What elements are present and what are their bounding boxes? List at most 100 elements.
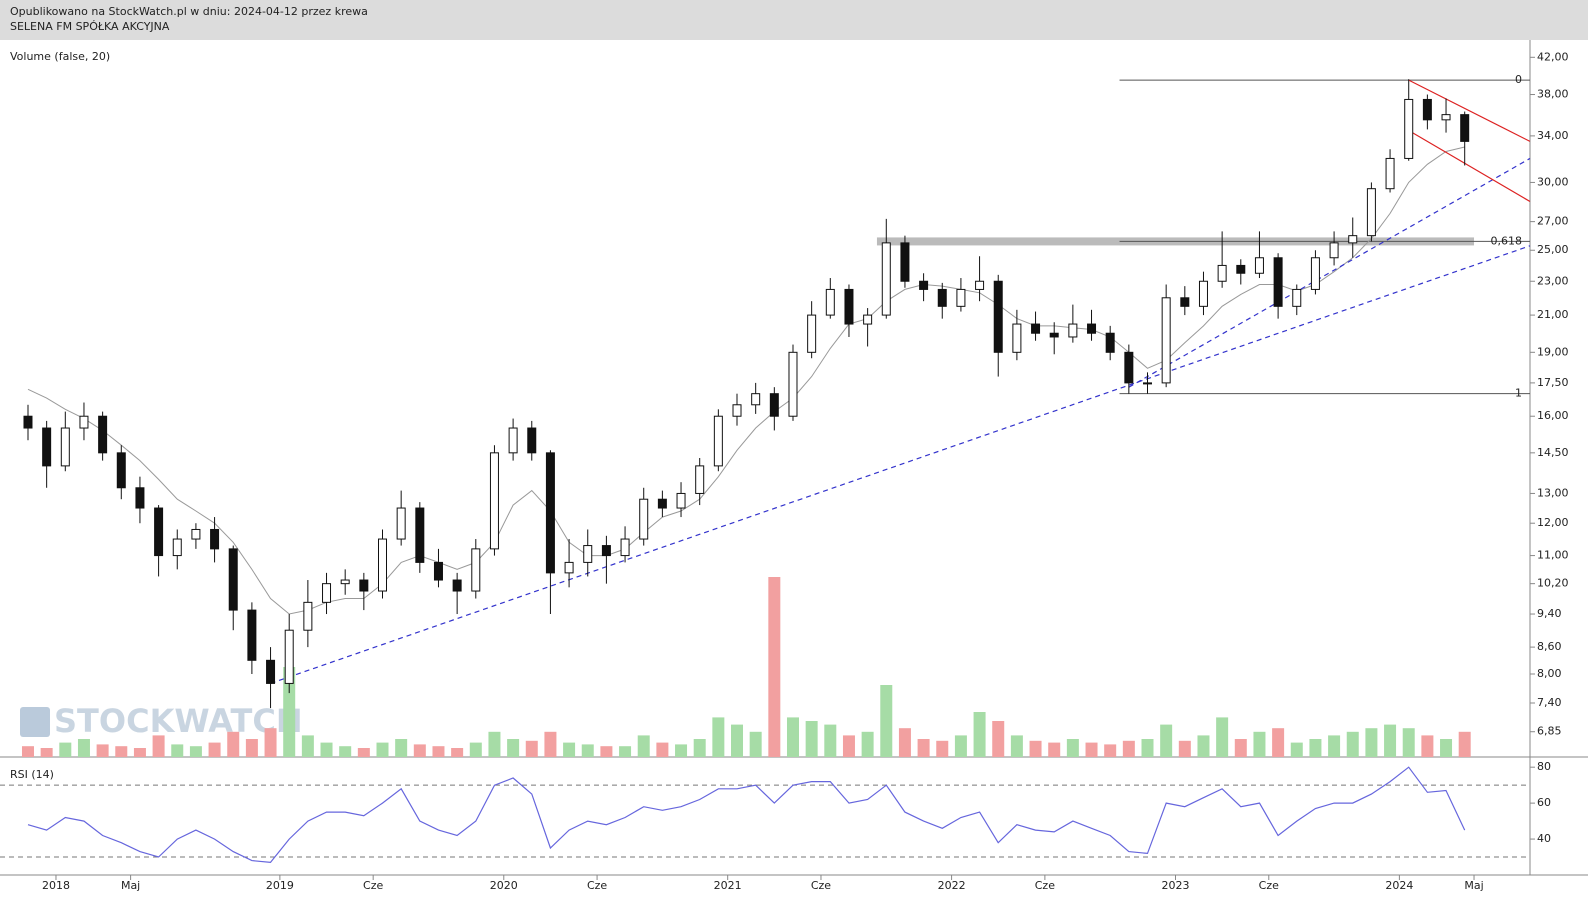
candle-body — [1236, 264, 1246, 274]
y-tick-label: 80 — [1537, 760, 1551, 773]
candle-body — [993, 280, 1003, 353]
volume-bar — [1253, 731, 1266, 757]
candle-body — [1012, 323, 1022, 353]
x-tick-label: Cze — [1035, 879, 1055, 892]
candle-body — [919, 280, 929, 290]
trendline — [1128, 157, 1531, 388]
candle-body — [900, 242, 910, 282]
volume-bar — [1421, 735, 1434, 757]
candle-body — [23, 415, 33, 429]
y-tick-label: 17,50 — [1537, 376, 1569, 389]
volume-bar — [1440, 739, 1453, 757]
volume-bar — [749, 731, 762, 757]
candle-body — [378, 538, 387, 592]
volume-bar — [488, 731, 501, 757]
volume-bar — [1309, 739, 1322, 757]
x-tick-label: 2022 — [938, 879, 966, 892]
volume-bar — [357, 748, 370, 757]
candle-body — [1198, 280, 1208, 307]
candle-body — [79, 415, 89, 429]
candle-body — [695, 465, 705, 494]
x-tick-label: Cze — [1259, 879, 1279, 892]
volume-bar — [880, 685, 893, 757]
volume-bar — [21, 746, 34, 757]
candle-body — [1124, 351, 1134, 384]
volume-bar — [283, 667, 296, 757]
y-tick-label: 25,00 — [1537, 243, 1569, 256]
volume-bar — [1458, 731, 1471, 757]
y-tick-label: 23,00 — [1537, 274, 1569, 287]
candle-body — [807, 314, 817, 353]
header-bar — [0, 0, 1588, 40]
volume-bar — [544, 731, 557, 757]
watermark-icon — [20, 707, 50, 737]
candle-body — [340, 579, 350, 585]
volume-bar — [451, 748, 464, 757]
x-tick-label: Maj — [1464, 879, 1483, 892]
y-tick-label: 6,85 — [1537, 725, 1562, 738]
fib-label: 0 — [1515, 73, 1522, 86]
y-tick-label: 7,40 — [1537, 696, 1562, 709]
candle-body — [284, 629, 294, 684]
volume-bar — [469, 742, 482, 757]
candle-body — [266, 659, 276, 684]
candle-body — [303, 601, 313, 631]
candle-body — [751, 393, 761, 406]
volume-bar — [59, 742, 72, 757]
volume-bar — [525, 740, 538, 757]
volume-bar — [395, 739, 408, 757]
volume-bar — [637, 735, 650, 757]
candle-body — [545, 452, 555, 574]
volume-bar — [1160, 724, 1173, 757]
candle-body — [42, 427, 52, 467]
candle-body — [1217, 264, 1227, 282]
candle-body — [1422, 98, 1432, 121]
candle-body — [154, 507, 164, 557]
candle-body — [769, 393, 779, 417]
candle-body — [489, 452, 499, 550]
volume-bar — [656, 742, 669, 757]
volume-bar — [805, 721, 818, 757]
y-tick-label: 8,60 — [1537, 640, 1562, 653]
candle-body — [1329, 242, 1339, 259]
y-tick-label: 14,50 — [1537, 446, 1569, 459]
y-tick-label: 10,20 — [1537, 577, 1569, 590]
candle-body — [210, 528, 220, 550]
y-tick-label: 38,00 — [1537, 88, 1569, 101]
volume-bar — [507, 739, 520, 757]
volume-bar — [675, 744, 688, 757]
volume-bar — [600, 746, 613, 757]
volume-bar — [1141, 739, 1154, 757]
volume-bar — [1346, 731, 1359, 757]
candle-body — [1366, 188, 1376, 237]
x-tick-label: 2021 — [714, 879, 742, 892]
x-tick-label: Maj — [121, 879, 140, 892]
candle-body — [657, 498, 667, 509]
candle-body — [98, 415, 108, 454]
header-text: SELENA FM SPÓŁKA AKCYJNA — [10, 20, 170, 33]
volume-bar — [152, 735, 165, 757]
candle-body — [508, 427, 518, 454]
y-tick-label: 12,00 — [1537, 516, 1569, 529]
candle-body — [1441, 114, 1451, 121]
volume-bar — [1104, 744, 1117, 757]
volume-bar — [619, 746, 632, 757]
volume-bar — [1365, 728, 1378, 757]
y-tick-label: 60 — [1537, 796, 1551, 809]
candle-body — [116, 452, 126, 489]
candle-body — [713, 415, 723, 467]
candle-body — [1292, 288, 1302, 307]
x-tick-label: Cze — [363, 879, 383, 892]
y-tick-label: 19,00 — [1537, 345, 1569, 358]
volume-bar — [768, 577, 781, 757]
y-tick-label: 21,00 — [1537, 308, 1569, 321]
rsi-line — [27, 766, 1466, 864]
volume-bar — [842, 735, 855, 757]
candle-body — [583, 545, 593, 563]
candle-body — [1385, 157, 1395, 190]
volume-bar — [563, 742, 576, 757]
candle-body — [732, 404, 742, 417]
volume-bar — [1122, 740, 1135, 757]
volume-bar — [432, 746, 445, 757]
